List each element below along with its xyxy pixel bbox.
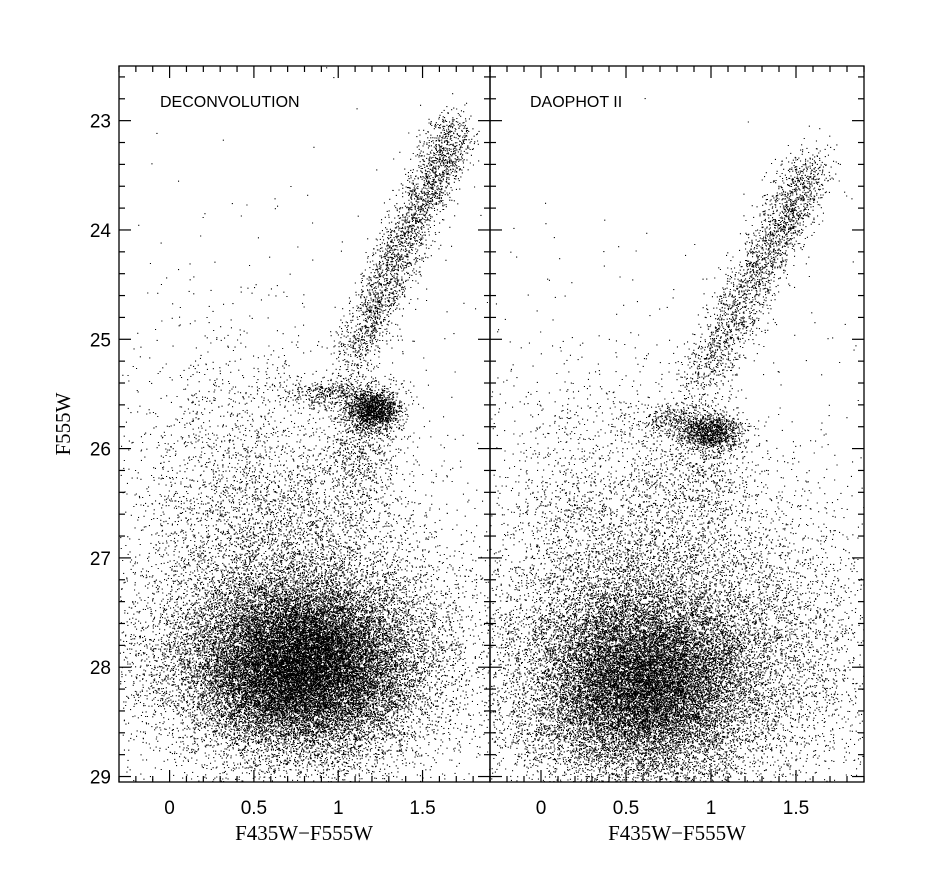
left-panel-ticks: 0 0.5 1 1.5 23 24 25 26 27 28 29: [90, 66, 491, 819]
star-points-0: [119, 67, 490, 782]
right-x-axis-title: F435W−F555W: [608, 821, 746, 845]
x-tick-label: 1: [333, 798, 344, 819]
y-tick-label: 28: [90, 658, 111, 679]
y-axis-title: F555W: [51, 392, 75, 455]
y-tick-label: 24: [90, 221, 112, 242]
x-tick-label: 0.5: [613, 798, 639, 819]
left-panel: 0 0.5 1 1.5 23 24 25 26 27 28 29 DECONVOLUTION F43…: [51, 65, 491, 845]
y-tick-label: 29: [90, 768, 111, 789]
x-tick-label: 0: [164, 798, 175, 819]
x-tick-label: 1.5: [409, 798, 435, 819]
y-tick-label: 25: [90, 330, 111, 351]
left-panel-label: DECONVOLUTION: [160, 94, 300, 111]
x-tick-label: 0: [536, 798, 547, 819]
left-panel-points: [119, 67, 490, 782]
right-panel-points: [490, 98, 864, 782]
star-points-1: [490, 98, 864, 782]
y-tick-label: 23: [90, 112, 111, 133]
right-panel: 0 0.5 1 1.5 DAOPHOT II F435W−F555W: [489, 65, 865, 845]
x-tick-label: 0.5: [241, 798, 267, 819]
y-tick-label: 26: [90, 440, 111, 461]
y-tick-label: 27: [90, 549, 111, 570]
right-panel-frame: [489, 65, 865, 783]
x-tick-label: 1.5: [783, 798, 809, 819]
left-x-axis-title: F435W−F555W: [235, 821, 373, 845]
right-panel-label: DAOPHOT II: [530, 94, 622, 111]
x-tick-label: 1: [706, 798, 717, 819]
